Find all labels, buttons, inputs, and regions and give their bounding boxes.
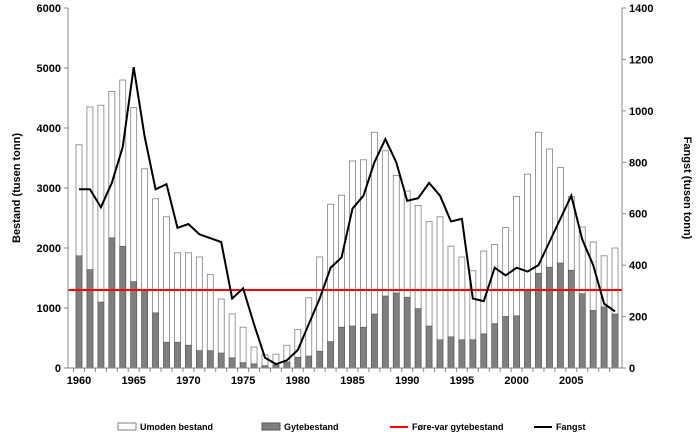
- bar-gytebestand: [535, 272, 542, 369]
- bars-layer: [75, 79, 619, 369]
- y-tick-label: 6000: [37, 3, 61, 15]
- bar-gytebestand: [163, 341, 170, 369]
- bar-gytebestand: [349, 325, 356, 369]
- bar-gytebestand: [75, 255, 83, 369]
- bar-gytebestand: [371, 313, 378, 369]
- bar-gytebestand: [611, 313, 619, 369]
- x-tick-label: 2000: [504, 375, 528, 387]
- y-tick-label: 4000: [37, 123, 61, 135]
- bar-gytebestand: [458, 339, 466, 369]
- bar-gytebestand: [447, 336, 455, 369]
- bar-gytebestand: [185, 344, 192, 369]
- bar-gytebestand: [174, 341, 181, 369]
- y2-tick-label: 1200: [629, 54, 653, 66]
- y2-tick-label: 200: [629, 312, 647, 324]
- y2-tick-label: 800: [629, 157, 647, 169]
- y2-tick-label: 0: [629, 363, 635, 375]
- x-tick-label: 1970: [176, 375, 200, 387]
- bar-gytebestand: [305, 355, 313, 369]
- bar-gytebestand: [294, 356, 302, 369]
- bar-gytebestand: [141, 290, 148, 369]
- lines-layer: [68, 66, 622, 366]
- bar-gytebestand: [589, 310, 597, 369]
- bar-gytebestand: [546, 266, 553, 369]
- bar-gytebestand: [491, 323, 499, 369]
- bar-gytebestand: [316, 350, 323, 369]
- y-tick-label: 5000: [37, 63, 61, 75]
- y-tick-label: 2000: [37, 243, 61, 255]
- y2-tick-label: 600: [629, 209, 647, 221]
- bar-gytebestand: [524, 289, 531, 369]
- x-tick-label: 1980: [286, 375, 310, 387]
- bar-gytebestand: [425, 325, 433, 369]
- bar-gytebestand: [392, 292, 400, 369]
- bar-gytebestand: [196, 350, 203, 369]
- x-tick-label: 1965: [121, 375, 145, 387]
- bar-gytebestand: [360, 326, 367, 369]
- y2-tick-label: 400: [629, 260, 647, 272]
- legend-label-fangst: Fangst: [556, 422, 586, 432]
- line-fangst: [79, 66, 616, 366]
- legend: Umoden bestand Gytebestand Føre-var gytebe…: [117, 422, 586, 432]
- bar-gytebestand: [502, 316, 509, 369]
- x-tick-label: 1995: [450, 375, 474, 387]
- bar-gytebestand: [86, 269, 94, 369]
- y2-tick-label: 1400: [629, 3, 653, 15]
- bar-gytebestand: [567, 269, 575, 369]
- y-axis-label: Bestand (tusen tonn): [11, 133, 23, 243]
- legend-label-fore-var: Føre-var gytebestand: [412, 422, 504, 432]
- bar-gytebestand: [250, 363, 258, 369]
- bar-gytebestand: [578, 293, 586, 369]
- y-tick-label: 1000: [37, 303, 61, 315]
- x-tick-label: 1990: [395, 375, 419, 387]
- bar-gytebestand: [338, 326, 345, 369]
- bar-gytebestand: [119, 245, 127, 369]
- bar-umoden-bestand: [239, 326, 247, 369]
- bar-gytebestand: [283, 361, 291, 369]
- bar-gytebestand: [414, 308, 422, 369]
- x-tick-label: 2005: [559, 375, 583, 387]
- x-tick-label: 1960: [67, 375, 91, 387]
- bar-gytebestand: [97, 301, 105, 369]
- bar-gytebestand: [469, 339, 477, 369]
- bar-gytebestand: [557, 262, 564, 369]
- x-tick-label: 1975: [231, 375, 255, 387]
- y2-axis-label: Fangst (tusen tonn): [681, 137, 693, 240]
- y-tick-label: 3000: [37, 183, 61, 195]
- y-tick-label: 0: [55, 363, 61, 375]
- bar-gytebestand: [436, 339, 444, 369]
- legend-swatch-umoden-bestand: [117, 422, 137, 431]
- bar-gytebestand: [108, 237, 116, 369]
- legend-swatch-gytebestand: [261, 422, 281, 431]
- bar-gytebestand: [327, 341, 334, 369]
- axes-layer: 0 1000 2000 3000 4000 5000 6000 0 200 400 600 800 10…: [37, 3, 654, 387]
- bar-gytebestand: [600, 306, 608, 369]
- bar-gytebestand: [403, 296, 411, 369]
- bar-gytebestand: [382, 295, 389, 369]
- bar-gytebestand: [228, 357, 236, 369]
- bar-gytebestand: [239, 362, 247, 369]
- y2-tick-label: 1000: [629, 106, 653, 118]
- bar-gytebestand: [130, 281, 137, 369]
- x-tick-label: 1985: [340, 375, 364, 387]
- bar-gytebestand: [217, 352, 225, 369]
- bar-gytebestand: [513, 315, 520, 369]
- legend-label-gytebestand: Gytebestand: [284, 422, 339, 432]
- bar-gytebestand: [152, 312, 159, 369]
- bar-gytebestand: [480, 333, 488, 369]
- legend-label-umoden-bestand: Umoden bestand: [140, 422, 213, 432]
- bar-gytebestand: [206, 350, 214, 369]
